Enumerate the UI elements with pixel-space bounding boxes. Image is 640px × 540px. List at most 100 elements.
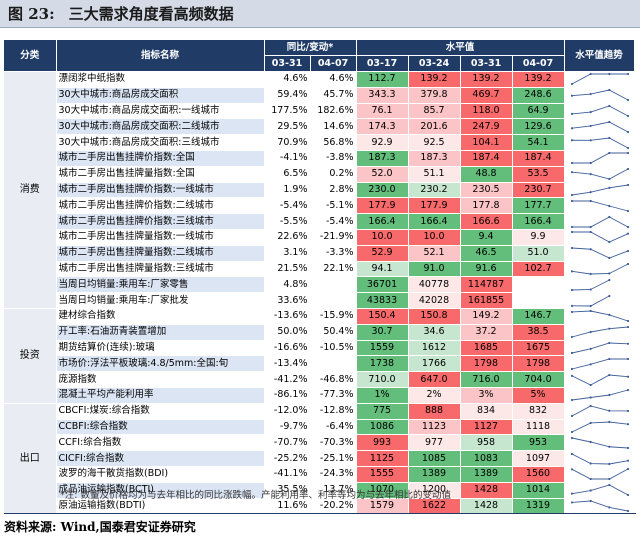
level-cell: 1097 (512, 450, 565, 468)
level-cell: 177.8 (460, 197, 513, 215)
trend-cell (564, 229, 635, 246)
yoy-cell: -5.5% (264, 213, 311, 231)
level-cell: 1123 (408, 419, 461, 436)
table-body: 消费 漂阔浆中纸指数 4.6% 4.6% 112.7 139.2 139.2 139.2 30大… (4, 71, 635, 515)
trend-point (589, 231, 592, 234)
trend-sparkline (570, 436, 629, 449)
trend-point (589, 421, 592, 425)
indicator-name: 当周日均销量:乘用车:厂家批发 (56, 292, 265, 310)
yoy-cell: 14.6% (310, 118, 357, 136)
header-level: 水平值 (356, 40, 565, 57)
trend-point (570, 436, 573, 439)
category-label: 消费 (4, 71, 57, 310)
level-cell: 53.5 (512, 166, 565, 183)
trend-point (570, 247, 573, 250)
yoy-cell: 13.7% (310, 482, 357, 499)
level-cell: 1083 (460, 450, 513, 468)
trend-point (626, 225, 629, 228)
level-cell: 46.5 (460, 245, 513, 262)
indicator-name: CCFI:综合指数 (56, 434, 265, 452)
trend-cell (564, 482, 635, 499)
yoy-cell: 2.8% (310, 182, 357, 199)
trend-point (589, 199, 592, 202)
trend-cell (564, 245, 635, 262)
trend-point (589, 73, 592, 76)
trend-point (589, 124, 592, 127)
yoy-cell: 177.5% (264, 103, 311, 120)
trend-sparkline (570, 420, 629, 434)
level-cell: 647.0 (408, 371, 461, 389)
trend-point (570, 399, 573, 402)
trend-point (570, 492, 573, 495)
trend-point (607, 257, 610, 260)
trend-sparkline (570, 215, 629, 228)
trend-point (570, 336, 573, 339)
yoy-cell: -25.1% (310, 450, 357, 468)
level-cell: 118.0 (460, 103, 513, 120)
trend-line (571, 200, 628, 212)
yoy-cell: -9.7% (264, 419, 311, 436)
level-cell: 1200 (408, 482, 461, 499)
level-cell: 94.1 (356, 261, 409, 278)
trend-point (626, 320, 629, 323)
level-cell: 102.7 (512, 261, 565, 278)
trend-sparkline (570, 310, 629, 323)
level-cell: 1766 (408, 355, 461, 373)
yoy-cell: -5.1% (310, 197, 357, 215)
level-cell: 43833 (356, 292, 409, 310)
level-cell: 379.8 (408, 87, 461, 104)
yoy-cell: 1.9% (264, 182, 311, 199)
trend-point (570, 468, 573, 471)
level-cell: 64.9 (512, 103, 565, 120)
indicator-name: CBCFI:煤炭:综合指数 (56, 402, 265, 420)
yoy-cell: -10.5% (310, 340, 357, 357)
trend-point (626, 459, 629, 462)
indicator-name: CICFI:综合指数 (56, 450, 265, 468)
trend-point (589, 93, 592, 96)
trend-point (570, 231, 573, 234)
yoy-cell: -24.3% (310, 466, 357, 483)
level-cell: 1685 (460, 340, 513, 357)
level-cell: 1070 (356, 482, 409, 499)
trend-point (607, 215, 610, 218)
trend-line (571, 358, 628, 370)
level-cell: 1738 (356, 355, 409, 373)
level-cell: 1559 (356, 340, 409, 357)
trend-point (589, 248, 592, 251)
trend-point (626, 99, 629, 102)
level-cell: 1085 (408, 450, 461, 468)
trend-point (570, 199, 573, 202)
trend-point (607, 186, 610, 190)
yoy-cell: 70.9% (264, 134, 311, 152)
figure-heading: 三大需求角度看高频数据 (68, 5, 234, 23)
level-cell: 166.6 (460, 213, 513, 231)
trend-point (626, 233, 629, 236)
trend-point (626, 146, 629, 149)
yoy-cell: 29.5% (264, 118, 311, 136)
trend-sparkline (570, 89, 629, 102)
yoy-cell: 56.8% (310, 134, 357, 152)
yoy-cell: -70.3% (310, 434, 357, 452)
trend-point (589, 162, 592, 165)
indicator-name: 成品油运输指数(BCTI) (56, 482, 265, 499)
trend-line (571, 232, 628, 243)
table-row: 城市二手房出售挂牌价指数:全国 -4.1% -3.8% 187.3 187.3 187.4… (4, 150, 635, 167)
trend-sparkline (570, 499, 629, 513)
trend-cell (564, 71, 635, 88)
level-cell: 85.7 (408, 103, 461, 120)
trend-line (571, 168, 628, 180)
level-cell: 139.2 (512, 71, 565, 88)
yoy-cell: -5.4% (264, 197, 311, 215)
trend-point (589, 405, 592, 408)
yoy-cell: -13.6% (264, 308, 311, 325)
trend-cell (564, 466, 635, 483)
trend-point (607, 462, 610, 465)
trend-line (571, 374, 628, 386)
trend-sparkline (570, 278, 610, 291)
trend-point (607, 272, 610, 275)
trend-point (626, 168, 629, 171)
trend-point (607, 120, 610, 123)
level-cell: 1127 (460, 419, 513, 436)
level-cell: 1579 (356, 498, 409, 515)
table-row: 城市二手房出售挂牌价指数:三线城市 -5.5% -5.4% 166.4 166.4 166… (4, 213, 635, 231)
